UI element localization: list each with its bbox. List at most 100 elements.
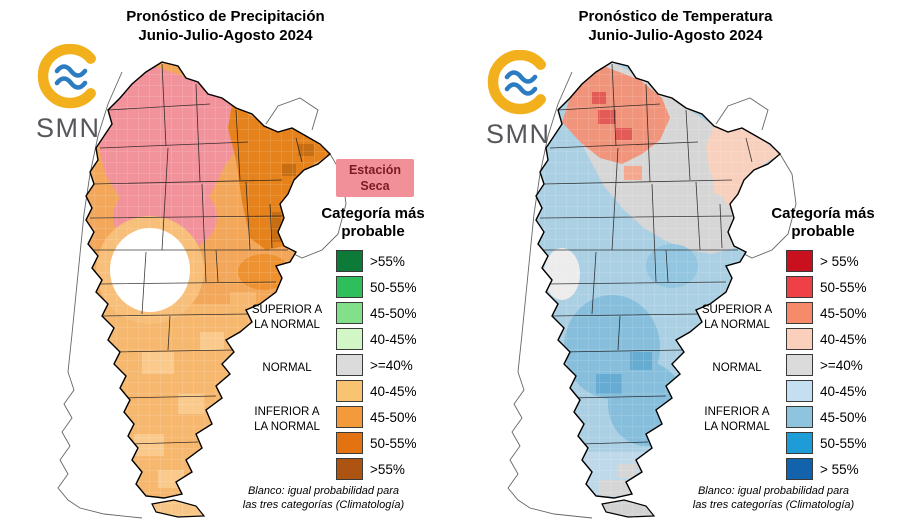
legend-row: > 55% bbox=[786, 250, 867, 272]
legend-swatch bbox=[336, 406, 363, 428]
tierra-del-fuego-outline bbox=[151, 499, 206, 518]
legend-swatch bbox=[786, 302, 813, 324]
legend-label: 50-55% bbox=[820, 435, 867, 451]
normal-label: NORMAL bbox=[262, 362, 312, 374]
legend-label: >55% bbox=[370, 253, 405, 269]
legend-swatch bbox=[786, 458, 813, 480]
inferior-label-line2: LA NORMAL bbox=[704, 421, 770, 433]
dry-season-badge-line2: Seca bbox=[360, 179, 390, 193]
legend-row: >55% bbox=[336, 250, 417, 272]
legend-swatch bbox=[786, 354, 813, 376]
legend-swatch bbox=[336, 276, 363, 298]
legend-swatch bbox=[336, 458, 363, 480]
temperature-map bbox=[507, 61, 797, 519]
temp-legend: > 55% 50-55% 45-50% 40-45% >=40% 40-45% … bbox=[786, 250, 867, 484]
logo-yellow-arc bbox=[487, 50, 546, 115]
legend-label: 45-50% bbox=[370, 305, 417, 321]
logo-wave-bottom bbox=[54, 76, 88, 90]
argentina-outline bbox=[85, 61, 332, 499]
legend-row: 50-55% bbox=[336, 432, 417, 454]
legend-label: 40-45% bbox=[370, 383, 417, 399]
inferior-label-line1: INFERIOR A bbox=[704, 406, 770, 418]
temp-legend-title: Categoría más probable bbox=[761, 205, 885, 241]
legend-label: > 55% bbox=[820, 253, 859, 269]
precipitation-map bbox=[57, 61, 347, 519]
logo-wave-top bbox=[504, 70, 538, 84]
temp-footnote-line1: Blanco: igual probabilidad para bbox=[697, 485, 850, 497]
superior-label-line2: LA NORMAL bbox=[254, 319, 320, 331]
legend-swatch bbox=[336, 432, 363, 454]
legend-row: >=40% bbox=[786, 354, 867, 376]
precip-footnote-line2: las tres categorías (Climatología) bbox=[242, 499, 405, 511]
temp-legend-title-line2: probable bbox=[791, 223, 855, 240]
precipitation-title: Pronóstico de Precipitación Junio-Julio-… bbox=[83, 7, 368, 45]
dry-season-badge-line1: Estación bbox=[348, 163, 402, 177]
legend-row: 40-45% bbox=[336, 328, 417, 350]
legend-row: >=40% bbox=[336, 354, 417, 376]
precip-superior-label: SUPERIOR A LA NORMAL bbox=[244, 303, 330, 333]
smn-logo-text: SMN bbox=[36, 113, 101, 143]
legend-label: 45-50% bbox=[370, 409, 417, 425]
legend-row: 40-45% bbox=[336, 380, 417, 402]
superior-label-line1: SUPERIOR A bbox=[701, 304, 773, 316]
precip-footnote: Blanco: igual probabilidad para las tres… bbox=[226, 484, 421, 512]
precip-legend-title-line1: Categoría más bbox=[321, 205, 425, 222]
legend-row: >55% bbox=[336, 458, 417, 480]
legend-row: 45-50% bbox=[336, 302, 417, 324]
legend-row: 40-45% bbox=[786, 328, 867, 350]
legend-swatch bbox=[786, 276, 813, 298]
legend-swatch bbox=[786, 380, 813, 402]
neighbor-country-borders bbox=[507, 71, 797, 519]
precipitation-title-line2: Junio-Julio-Agosto 2024 bbox=[138, 27, 313, 44]
smn-logo-text: SMN bbox=[486, 119, 551, 149]
legend-swatch bbox=[786, 406, 813, 428]
legend-row: > 55% bbox=[786, 458, 867, 480]
legend-swatch bbox=[336, 250, 363, 272]
inferior-label-line2: LA NORMAL bbox=[254, 421, 320, 433]
smn-logo: SMN bbox=[36, 44, 116, 144]
temp-footnote: Blanco: igual probabilidad para las tres… bbox=[676, 484, 871, 512]
temp-superior-label: SUPERIOR A LA NORMAL bbox=[694, 303, 780, 333]
legend-row: 50-55% bbox=[786, 276, 867, 298]
legend-label: 40-45% bbox=[370, 331, 417, 347]
legend-label: > 55% bbox=[820, 461, 859, 477]
grid-texture bbox=[536, 62, 780, 517]
legend-label: >=40% bbox=[820, 357, 863, 373]
legend-label: 40-45% bbox=[820, 383, 867, 399]
legend-swatch bbox=[786, 250, 813, 272]
legend-row: 45-50% bbox=[786, 406, 867, 428]
legend-swatch bbox=[786, 432, 813, 454]
legend-label: 50-55% bbox=[820, 279, 867, 295]
superior-label-line2: LA NORMAL bbox=[704, 319, 770, 331]
temperature-title-line1: Pronóstico de Temperatura bbox=[578, 8, 773, 25]
tierra-del-fuego-outline bbox=[601, 499, 656, 518]
legend-label: 40-45% bbox=[820, 331, 867, 347]
precip-footnote-line1: Blanco: igual probabilidad para bbox=[247, 485, 400, 497]
legend-label: >=40% bbox=[370, 357, 413, 373]
smn-logo: SMN bbox=[486, 50, 566, 150]
logo-wave-bottom bbox=[504, 82, 538, 96]
legend-row: 45-50% bbox=[786, 302, 867, 324]
legend-label: 45-50% bbox=[820, 305, 867, 321]
grid-texture bbox=[86, 62, 330, 517]
legend-label: 50-55% bbox=[370, 435, 417, 451]
temp-legend-title-line1: Categoría más bbox=[771, 205, 875, 222]
precip-legend-title-line2: probable bbox=[341, 223, 405, 240]
legend-swatch bbox=[336, 328, 363, 350]
legend-row: 50-55% bbox=[786, 432, 867, 454]
province-borders bbox=[539, 63, 753, 445]
precipitation-title-line1: Pronóstico de Precipitación bbox=[126, 8, 325, 25]
temp-normal-label: NORMAL bbox=[694, 361, 780, 376]
temp-inferior-label: INFERIOR A LA NORMAL bbox=[694, 405, 780, 435]
logo-yellow-arc bbox=[37, 44, 96, 109]
legend-row: 45-50% bbox=[336, 406, 417, 428]
precip-normal-label: NORMAL bbox=[244, 361, 330, 376]
precip-legend-title: Categoría más probable bbox=[311, 205, 435, 241]
province-borders bbox=[89, 63, 303, 445]
legend-row: 50-55% bbox=[336, 276, 417, 298]
legend-label: 50-55% bbox=[370, 279, 417, 295]
smn-logo-icon bbox=[37, 44, 96, 109]
legend-swatch bbox=[336, 302, 363, 324]
temp-footnote-line2: las tres categorías (Climatología) bbox=[692, 499, 855, 511]
